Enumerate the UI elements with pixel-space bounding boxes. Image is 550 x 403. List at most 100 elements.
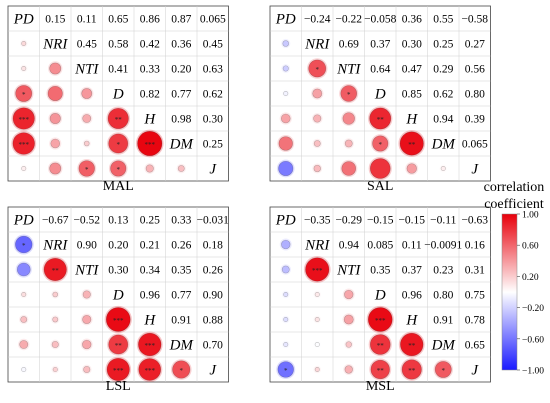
correlation-circle <box>82 339 92 350</box>
significance-marker: *** <box>19 141 30 149</box>
colorbar-gradient <box>501 213 518 371</box>
coefficient-label: 0.94 <box>339 240 359 252</box>
panel-title: LSL <box>106 379 131 394</box>
panel-title: SAL <box>367 179 393 194</box>
panel-mal: PD NRI NTI D H DM J 0.15 0.11 0.65 0.86 0.87 0.065 0.… <box>7 5 229 194</box>
significance-marker: * <box>85 166 89 174</box>
coefficient-label: 0.62 <box>203 89 223 101</box>
correlation-circle <box>344 139 353 148</box>
significance-marker: * <box>117 166 121 174</box>
variable-label: D <box>112 87 124 103</box>
correlation-circle <box>145 164 154 173</box>
correlation-circle <box>52 366 58 373</box>
correlation-circle <box>12 132 35 155</box>
coefficient-label: 0.20 <box>171 64 191 76</box>
significance-marker: *** <box>113 317 124 325</box>
coefficient-label: −0.24 <box>304 14 331 26</box>
coefficient-label: 0.20 <box>108 240 128 252</box>
coefficient-label: −0.058 <box>364 14 397 26</box>
variable-label: PD <box>13 213 34 229</box>
coefficient-label: 0.78 <box>465 315 485 327</box>
correlation-circle <box>108 334 129 355</box>
variable-label: J <box>209 162 217 178</box>
coefficient-label: −0.35 <box>304 215 331 227</box>
coefficient-label: 0.11 <box>402 240 422 252</box>
colorbar-title: correlation <box>484 180 545 195</box>
significance-marker: *** <box>145 342 156 350</box>
correlation-circle <box>278 136 293 151</box>
correlation-circle <box>313 164 321 173</box>
correlation-circle <box>281 265 290 274</box>
significance-marker: ** <box>408 342 416 350</box>
coefficient-label: 0.96 <box>402 290 422 302</box>
variable-label: NTI <box>74 263 99 279</box>
coefficient-label: 0.41 <box>108 64 128 76</box>
significance-marker: * <box>22 91 26 99</box>
coefficient-label: 0.25 <box>203 139 223 151</box>
correlation-circle <box>281 239 291 250</box>
correlation-circle <box>305 257 330 282</box>
panel-title: MSL <box>366 379 395 394</box>
coefficient-label: 0.33 <box>171 215 191 227</box>
coefficient-label: 0.62 <box>433 89 453 101</box>
correlation-circle <box>313 140 321 147</box>
coefficient-label: −0.52 <box>73 215 100 227</box>
correlation-circle <box>401 359 422 380</box>
coefficient-label: 0.13 <box>108 215 128 227</box>
variable-label: J <box>209 363 217 379</box>
coefficient-label: −0.15 <box>398 215 425 227</box>
coefficient-label: 0.37 <box>370 39 390 51</box>
correlation-circle <box>283 91 289 97</box>
correlation-circle <box>434 361 452 378</box>
colorbar-tick-label: −0.60 <box>522 335 544 345</box>
significance-marker: ** <box>52 267 60 275</box>
correlation-circle <box>314 366 320 372</box>
significance-marker: *** <box>375 317 386 325</box>
coefficient-label: 0.94 <box>433 114 453 126</box>
variable-label: NTI <box>336 263 361 279</box>
variable-label: DM <box>169 338 195 354</box>
coefficient-label: 0.56 <box>465 64 485 76</box>
variable-label: H <box>143 313 156 329</box>
variable-label: DM <box>431 137 457 153</box>
significance-marker: *** <box>145 141 156 149</box>
colorbar-tick-label: 0.60 <box>522 242 539 252</box>
coefficient-label: 0.36 <box>402 14 422 26</box>
coefficient-label: −0.031 <box>197 215 230 227</box>
variable-label: DM <box>169 137 195 153</box>
variable-label: J <box>471 363 479 379</box>
significance-marker: ** <box>377 342 385 350</box>
coefficient-label: 0.82 <box>140 89 160 101</box>
coefficient-label: 0.69 <box>339 39 359 51</box>
variable-label: NTI <box>336 62 361 78</box>
coefficient-label: 0.065 <box>200 14 226 26</box>
coefficient-label: 0.91 <box>171 315 191 327</box>
coefficient-label: 0.58 <box>108 39 128 51</box>
coefficient-label: 0.30 <box>203 114 223 126</box>
significance-marker: * <box>347 91 351 99</box>
correlation-circle <box>49 112 61 125</box>
coefficient-label: −0.63 <box>461 215 488 227</box>
variable-label: H <box>405 313 418 329</box>
correlation-circle <box>372 135 389 152</box>
correlation-circle <box>314 341 320 347</box>
correlation-circle <box>49 62 62 75</box>
coefficient-label: 0.75 <box>465 290 485 302</box>
variable-label: DM <box>431 338 457 354</box>
variable-label: J <box>471 162 479 178</box>
coefficient-label: 0.35 <box>171 265 191 277</box>
coefficient-label: 0.11 <box>77 14 97 26</box>
coefficient-label: 0.70 <box>203 340 223 352</box>
correlation-circle <box>50 138 61 149</box>
correlation-circle <box>82 314 92 325</box>
correlation-circle <box>21 40 27 46</box>
significance-marker: ** <box>115 116 123 124</box>
coefficient-label: 0.35 <box>370 265 390 277</box>
variable-label: NRI <box>42 238 68 254</box>
correlation-circle <box>282 65 289 72</box>
correlation-circle <box>283 341 289 347</box>
correlation-circle <box>21 291 27 297</box>
correlation-circle <box>47 85 63 102</box>
correlation-circle <box>21 166 27 172</box>
significance-marker: ** <box>377 116 385 124</box>
